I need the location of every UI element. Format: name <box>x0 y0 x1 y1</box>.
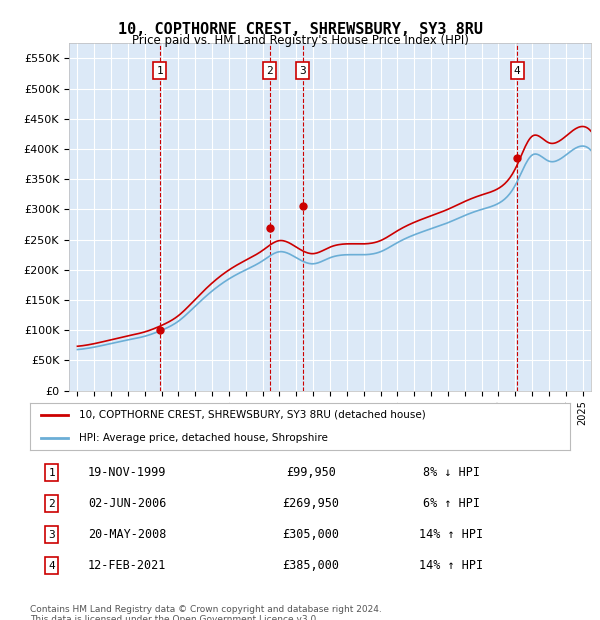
Text: 8% ↓ HPI: 8% ↓ HPI <box>422 466 480 479</box>
Text: Contains HM Land Registry data © Crown copyright and database right 2024.
This d: Contains HM Land Registry data © Crown c… <box>30 604 382 620</box>
Text: 6% ↑ HPI: 6% ↑ HPI <box>422 497 480 510</box>
Text: 4: 4 <box>48 560 55 570</box>
Text: 14% ↑ HPI: 14% ↑ HPI <box>419 559 483 572</box>
Text: £305,000: £305,000 <box>283 528 340 541</box>
Text: 10, COPTHORNE CREST, SHREWSBURY, SY3 8RU (detached house): 10, COPTHORNE CREST, SHREWSBURY, SY3 8RU… <box>79 410 425 420</box>
Text: £385,000: £385,000 <box>283 559 340 572</box>
Text: 12-FEB-2021: 12-FEB-2021 <box>88 559 166 572</box>
Text: 20-MAY-2008: 20-MAY-2008 <box>88 528 166 541</box>
Text: HPI: Average price, detached house, Shropshire: HPI: Average price, detached house, Shro… <box>79 433 328 443</box>
Text: 1: 1 <box>156 66 163 76</box>
Text: 3: 3 <box>299 66 306 76</box>
Text: 2: 2 <box>266 66 273 76</box>
Text: 2: 2 <box>48 498 55 508</box>
Text: 3: 3 <box>48 529 55 539</box>
Text: 02-JUN-2006: 02-JUN-2006 <box>88 497 166 510</box>
Text: 10, COPTHORNE CREST, SHREWSBURY, SY3 8RU: 10, COPTHORNE CREST, SHREWSBURY, SY3 8RU <box>118 22 482 37</box>
Text: £99,950: £99,950 <box>286 466 336 479</box>
Text: £269,950: £269,950 <box>283 497 340 510</box>
Text: 14% ↑ HPI: 14% ↑ HPI <box>419 528 483 541</box>
Text: 19-NOV-1999: 19-NOV-1999 <box>88 466 166 479</box>
Text: 1: 1 <box>48 467 55 477</box>
Text: Price paid vs. HM Land Registry's House Price Index (HPI): Price paid vs. HM Land Registry's House … <box>131 34 469 47</box>
Text: 4: 4 <box>514 66 521 76</box>
